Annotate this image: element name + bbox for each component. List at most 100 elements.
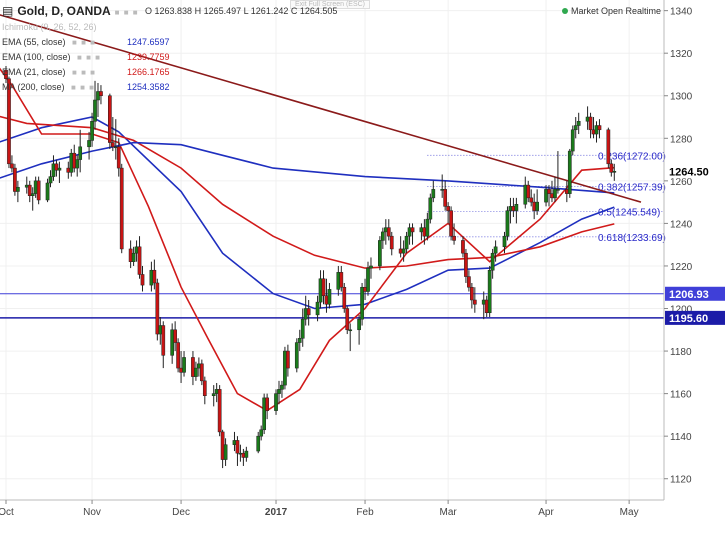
candle-body	[194, 367, 198, 377]
price-tick-label: 1120	[670, 475, 692, 486]
candle-body	[380, 231, 385, 241]
status-dot-icon	[562, 8, 568, 14]
fib-label: 0.236(1272.00)	[598, 151, 666, 162]
level-tag: 1195.60	[669, 313, 708, 325]
candle-body	[75, 159, 80, 169]
candle-body	[30, 193, 35, 196]
candle-body	[152, 269, 157, 284]
ohlc-readout: O 1263.838 H 1265.497 L 1261.242 C 1264.…	[145, 6, 337, 16]
chart-header: Exit Full Screen (ESC) ▤ Gold, D, OANDA ■ …	[0, 0, 664, 100]
price-tags: 1206.93 1195.60 1264.50	[665, 164, 725, 325]
candle-body	[612, 171, 617, 173]
candle-body	[202, 380, 207, 396]
indicator-controls[interactable]: ■ ■ ■	[77, 53, 101, 62]
candle-body	[401, 248, 406, 254]
candle-body	[108, 95, 112, 143]
indicator-label: EMA (21, close)	[2, 67, 66, 77]
time-tick-label: 2017	[265, 507, 288, 518]
candle-body	[472, 299, 477, 305]
candle-body	[493, 246, 498, 254]
indicator-row-ema21[interactable]: EMA (21, close) ■ ■ ■ 1266.1765	[2, 67, 170, 77]
indicator-row-ma200[interactable]: MA (200, close) ■ ■ ■ 1254.3582	[2, 82, 170, 92]
indicator-controls[interactable]: ■ ■ ■	[72, 38, 96, 47]
indicator-value: 1266.1765	[127, 67, 170, 77]
candle-body	[48, 176, 53, 184]
candle-body	[27, 184, 32, 196]
candle-body	[137, 246, 142, 275]
chart-toggle-icon[interactable]: ▤	[2, 4, 14, 18]
fib-label: 0.5(1245.549)	[598, 208, 660, 219]
time-axis[interactable]: Oct Nov Dec 2017 Feb Mar Apr May	[0, 500, 639, 518]
candle-body	[366, 267, 370, 292]
candle-body	[78, 146, 83, 160]
candle-body	[386, 227, 391, 237]
price-axis[interactable]: 1120 1140 1160 1180 1200 1220 1240 1260 1280 1300…	[664, 7, 693, 486]
candle-body	[4, 69, 8, 79]
moving-average-line	[0, 115, 615, 269]
symbol-title[interactable]: Gold, D, OANDA	[17, 4, 111, 18]
candle-body	[116, 146, 121, 169]
high-value: H 1265.497	[194, 6, 242, 16]
candle-body	[357, 318, 361, 331]
indicator-value: 1247.6597	[127, 37, 170, 47]
candle-body	[389, 235, 394, 250]
indicator-row-ema55[interactable]: EMA (55, close) ■ ■ ■ 1247.6597	[2, 37, 170, 47]
trendline[interactable]	[0, 11, 642, 203]
indicator-controls[interactable]: ■ ■ ■	[72, 68, 96, 77]
candle-body	[553, 189, 557, 199]
time-tick-label: Apr	[538, 507, 554, 518]
candle-body	[16, 186, 20, 192]
candle-body	[467, 276, 471, 288]
candle-body	[443, 189, 448, 207]
candle-body	[342, 286, 347, 309]
candle-body	[93, 99, 97, 122]
time-tick-label: Dec	[172, 507, 190, 518]
indicator-label: MA (200, close)	[2, 82, 65, 92]
candle-body	[609, 163, 614, 173]
indicator-row-ichimoku[interactable]: Ichimoku (9, 26, 52, 26)	[2, 22, 97, 32]
last-price-tag-bg	[665, 164, 725, 179]
candle-body	[87, 140, 91, 148]
trendline-line[interactable]	[0, 11, 642, 203]
price-tick-label: 1340	[670, 7, 693, 18]
candle-body	[155, 282, 160, 335]
candle-body	[315, 301, 320, 316]
candle-body	[321, 278, 326, 296]
price-tick-label: 1300	[670, 92, 693, 103]
candle-body	[345, 308, 350, 331]
fullscreen-hint[interactable]: Exit Full Screen (ESC)	[290, 0, 371, 9]
fibonacci-levels: 0.236(1272.00) 0.382(1257.39) 0.5(1245.549…	[427, 151, 666, 244]
candle-body	[306, 308, 311, 316]
candlesticks	[4, 65, 617, 469]
market-status: Market Open Realtime	[562, 6, 661, 16]
fib-label: 0.618(1233.69)	[598, 233, 666, 244]
candle-body	[369, 265, 373, 269]
price-tick-label: 1160	[670, 390, 692, 401]
indicator-controls[interactable]: ■ ■ ■	[71, 83, 95, 92]
candle-body	[54, 163, 59, 171]
candle-body	[13, 167, 17, 192]
candle-body	[567, 150, 572, 194]
market-status-text: Market Open Realtime	[571, 6, 662, 16]
candle-body	[45, 182, 50, 201]
time-tick-label: Feb	[356, 507, 374, 518]
candle-body	[191, 357, 195, 377]
candle-body	[262, 397, 267, 431]
candle-body	[265, 397, 269, 411]
level-tag: 1206.93	[669, 289, 709, 301]
candle-body	[464, 252, 468, 277]
candle-body	[425, 218, 430, 237]
time-tick-label: Mar	[440, 507, 458, 518]
indicator-row-ema100[interactable]: EMA (100, close) ■ ■ ■ 1239.7759	[2, 52, 170, 62]
plot-background	[0, 0, 664, 500]
candle-body	[470, 286, 474, 301]
candle-body	[547, 189, 551, 194]
candle-body	[556, 189, 560, 191]
level-tag-bg	[665, 286, 725, 301]
fib-label: 0.382(1257.39)	[598, 182, 666, 193]
candle-body	[428, 197, 433, 220]
candle-body	[217, 389, 222, 433]
price-tick-label: 1220	[670, 262, 693, 273]
symbol-controls[interactable]: ■ ■ ■	[114, 8, 139, 17]
